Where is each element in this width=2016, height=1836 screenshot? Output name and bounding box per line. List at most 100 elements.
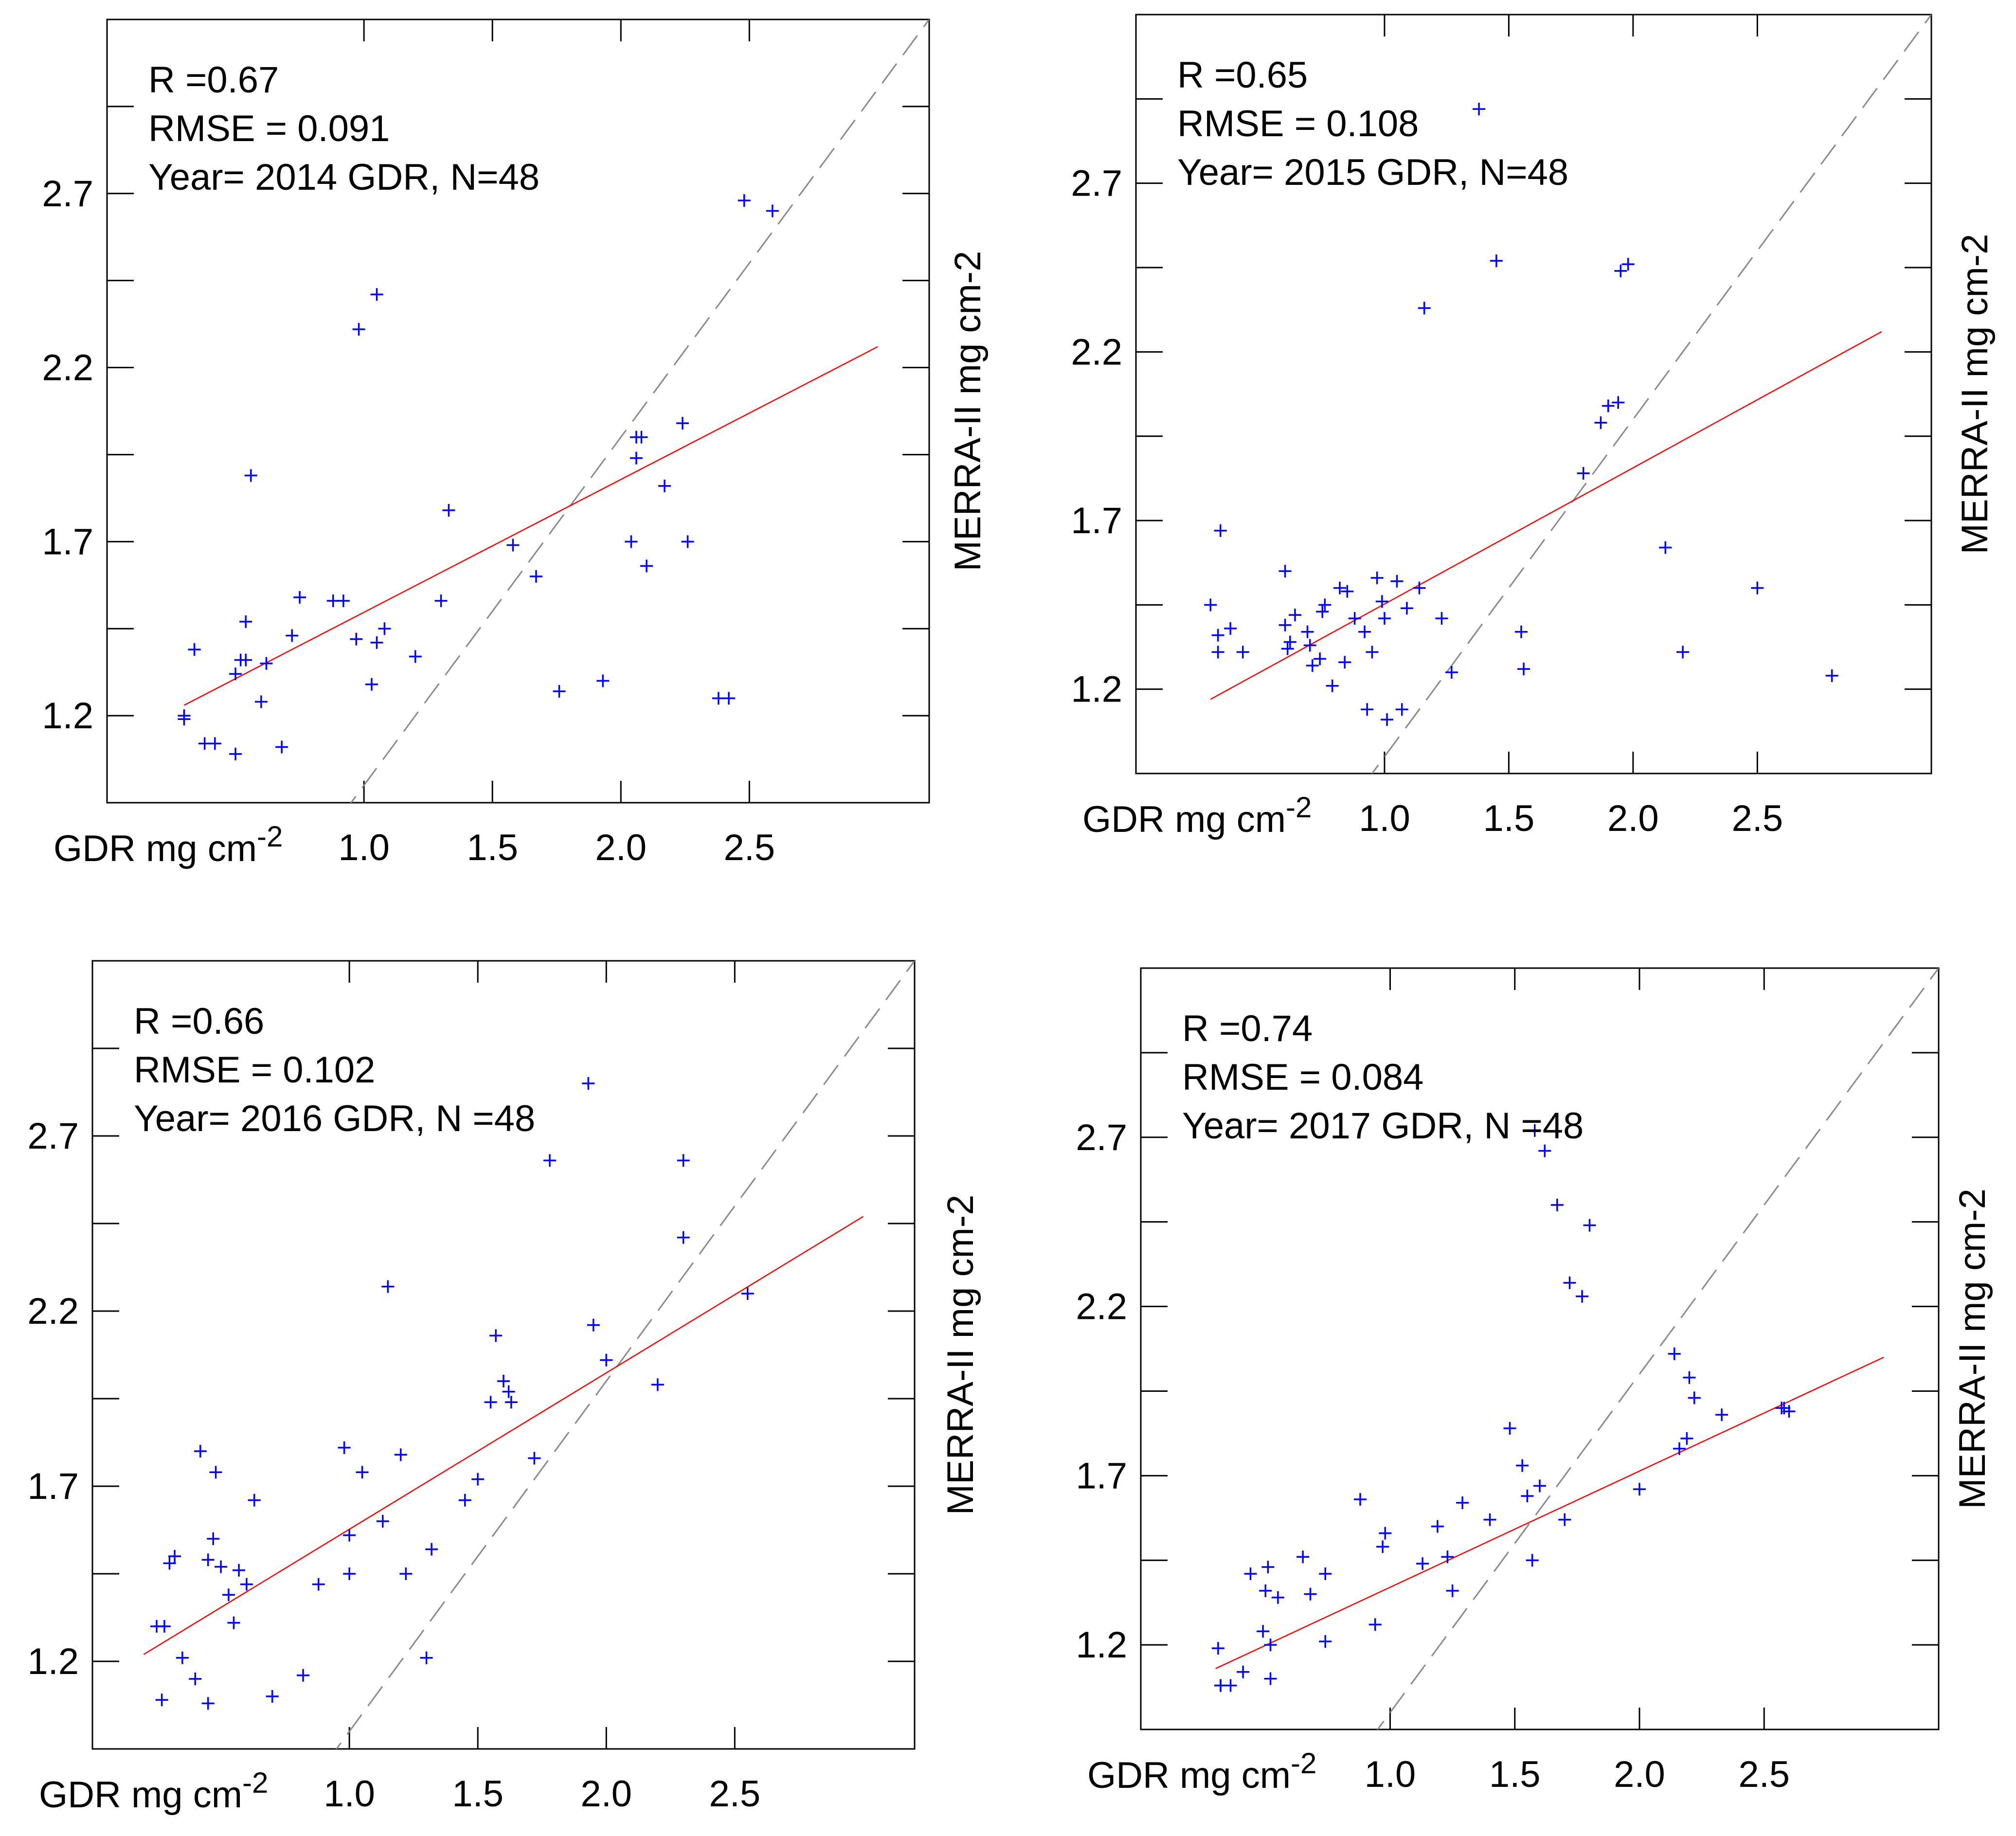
data-point (1673, 1442, 1686, 1455)
data-point (194, 1445, 207, 1458)
data-point (350, 632, 363, 646)
data-point (1612, 396, 1625, 409)
data-point (1278, 565, 1292, 577)
data-point (1318, 598, 1332, 612)
data-point (722, 692, 736, 705)
data-point (1550, 1198, 1564, 1211)
data-point (370, 288, 383, 301)
data-point (365, 678, 378, 691)
data-point (1413, 581, 1426, 594)
data-point (442, 504, 455, 517)
data-point (201, 1697, 215, 1710)
data-point (1319, 1635, 1332, 1648)
data-point (1259, 1584, 1272, 1597)
data-point (1283, 635, 1296, 648)
data-point (1375, 595, 1388, 608)
x-tick-label: 1.0 (1359, 798, 1410, 839)
data-point (222, 1588, 235, 1602)
chart-panel-top-left: 1.2 1.7 2.2 2.7 1.0 1.5 2.0 2.5 GDR mg cm-2 MERRA… (42, 18, 989, 869)
data-point (504, 1396, 518, 1409)
stats-annotation: Year= 2014 GDR, N=48 (148, 157, 540, 198)
identity-line (1377, 968, 1939, 1729)
y-tick-label: 1.7 (42, 521, 93, 562)
data-point (1370, 571, 1384, 584)
y-tick-label: 1.2 (1071, 669, 1122, 710)
data-point (201, 1553, 215, 1566)
x-tick-label: 2.0 (1607, 798, 1659, 839)
data-point (600, 1353, 613, 1367)
y-tick-label: 2.2 (42, 347, 93, 389)
data-point (1441, 1550, 1454, 1564)
data-point (1358, 625, 1371, 638)
data-point (1333, 581, 1346, 594)
data-point (1688, 1391, 1701, 1404)
x-tick-label: 2.0 (595, 827, 647, 868)
stats-annotation: R =0.66 (134, 1001, 264, 1042)
data-point (1224, 622, 1237, 635)
y-tick-label: 1.7 (27, 1466, 79, 1507)
data-point (337, 594, 350, 607)
data-point (1528, 1124, 1541, 1137)
x-tick-label: 1.0 (338, 827, 390, 868)
x-tick-label: 1.0 (324, 1773, 375, 1815)
data-point (1319, 1567, 1332, 1581)
x-axis-label: GDR mg cm-2 (39, 1766, 268, 1816)
chart-panel-bottom-left: 1.2 1.7 2.2 2.7 1.0 1.5 2.0 2.5 GDR mg cm-2 MERRA… (27, 960, 981, 1816)
stats-annotation: RMSE = 0.084 (1182, 1057, 1423, 1098)
data-point (528, 1452, 541, 1465)
plot-frame (91, 960, 916, 1750)
data-point (1594, 416, 1607, 429)
data-point (1577, 467, 1590, 480)
y-tick-label: 1.7 (1076, 1455, 1127, 1496)
data-point (1400, 602, 1413, 615)
data-point (158, 1620, 171, 1633)
data-point (1204, 598, 1217, 612)
data-point (239, 615, 252, 628)
data-point (677, 1154, 690, 1167)
data-point (168, 1550, 181, 1563)
data-point (1381, 713, 1394, 726)
data-point (1621, 258, 1635, 271)
data-point (434, 594, 448, 607)
data-point (1435, 612, 1448, 625)
data-point (1341, 585, 1354, 598)
plot-frame (1135, 14, 1932, 774)
identity-line (350, 19, 929, 803)
data-point (1211, 646, 1224, 659)
data-point (215, 1560, 228, 1573)
data-point (229, 747, 242, 760)
data-point (1633, 1483, 1646, 1496)
data-point (409, 650, 422, 663)
data-point (1303, 639, 1316, 652)
data-point (381, 1280, 395, 1293)
stats-annotation: RMSE = 0.102 (134, 1049, 375, 1091)
data-point (596, 674, 610, 687)
data-point (1680, 1432, 1693, 1445)
data-point (1483, 1513, 1496, 1526)
stats-annotation: Year= 2015 GDR, N=48 (1177, 152, 1568, 193)
data-point (1368, 1618, 1382, 1631)
data-point (1782, 1405, 1796, 1418)
data-point (208, 737, 221, 750)
x-tick-label: 1.0 (1365, 1754, 1416, 1795)
data-point (1514, 625, 1528, 638)
data-point (658, 479, 671, 492)
data-point (1676, 646, 1690, 659)
data-point (502, 1385, 515, 1398)
data-point (738, 194, 751, 207)
data-point (293, 591, 306, 604)
y-tick-label: 1.7 (1071, 500, 1122, 541)
regression-line (183, 346, 878, 706)
data-point (1211, 1642, 1224, 1655)
data-point (1296, 1550, 1310, 1564)
data-point (1278, 618, 1292, 631)
data-point (1538, 1144, 1551, 1157)
regression-line (143, 1216, 864, 1655)
data-point (1214, 524, 1227, 537)
stats-annotation: R =0.67 (148, 59, 279, 101)
data-point (489, 1329, 503, 1342)
x-axis-label: GDR mg cm-2 (54, 820, 283, 869)
data-point (343, 1567, 356, 1580)
data-point (1526, 1554, 1539, 1567)
